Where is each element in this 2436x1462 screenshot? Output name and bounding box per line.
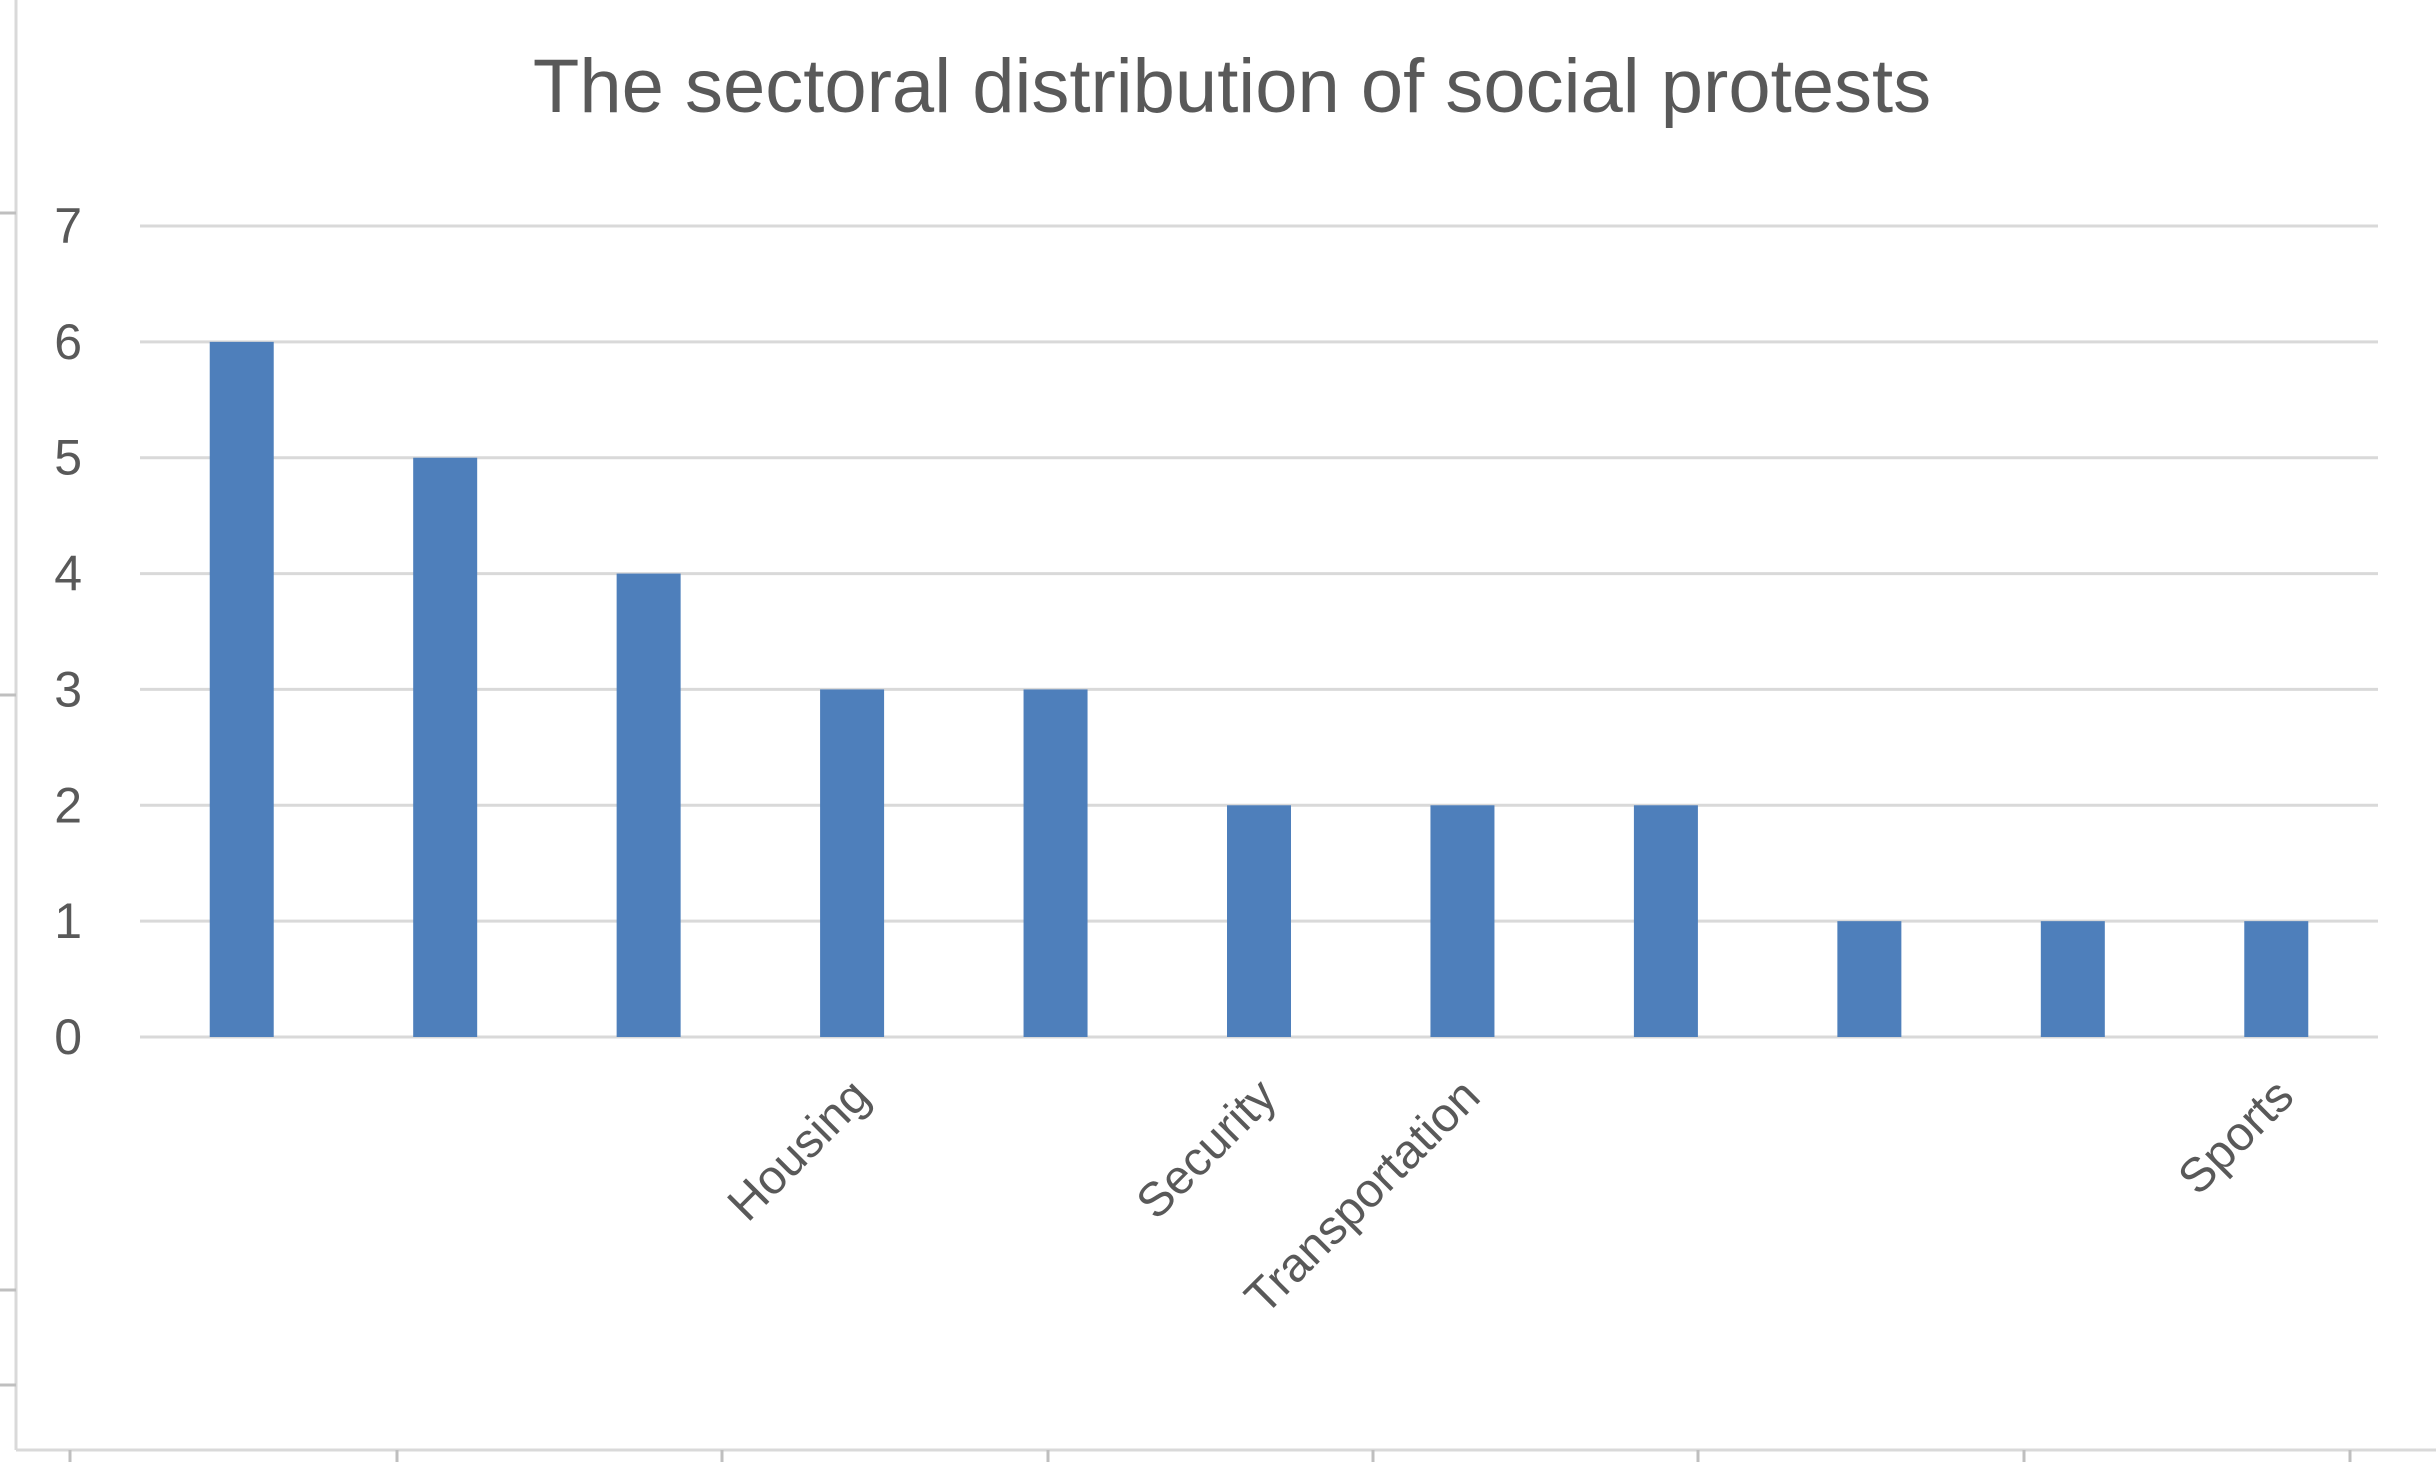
y-tick-label: 3 <box>54 661 82 717</box>
bar <box>1023 689 1088 1037</box>
bar <box>2040 921 2105 1037</box>
y-tick-label: 1 <box>54 893 82 949</box>
bars <box>209 341 2309 1037</box>
chart-title: The sectoral distribution of social prot… <box>533 44 1931 129</box>
bar <box>209 341 274 1037</box>
x-tick-label: Housing <box>718 1069 880 1231</box>
bar <box>1430 805 1495 1037</box>
y-tick-label: 6 <box>54 314 82 370</box>
y-tick-label: 5 <box>54 430 82 486</box>
y-axis-tick-labels: 0 1 2 3 4 5 6 7 <box>54 198 82 1065</box>
bar <box>820 689 885 1037</box>
bar <box>1837 921 1902 1037</box>
y-tick-label: 4 <box>54 546 82 602</box>
y-tick-label: 0 <box>54 1009 82 1065</box>
y-tick-label: 7 <box>54 198 82 254</box>
bar <box>1227 805 1291 1037</box>
x-tick-label: Security <box>1127 1069 1287 1229</box>
x-tick-label: Sports <box>2168 1069 2304 1205</box>
bar <box>2244 921 2309 1037</box>
y-tick-label: 2 <box>54 777 82 833</box>
bar <box>413 457 478 1037</box>
bar <box>616 573 681 1037</box>
bar <box>1633 805 1698 1037</box>
